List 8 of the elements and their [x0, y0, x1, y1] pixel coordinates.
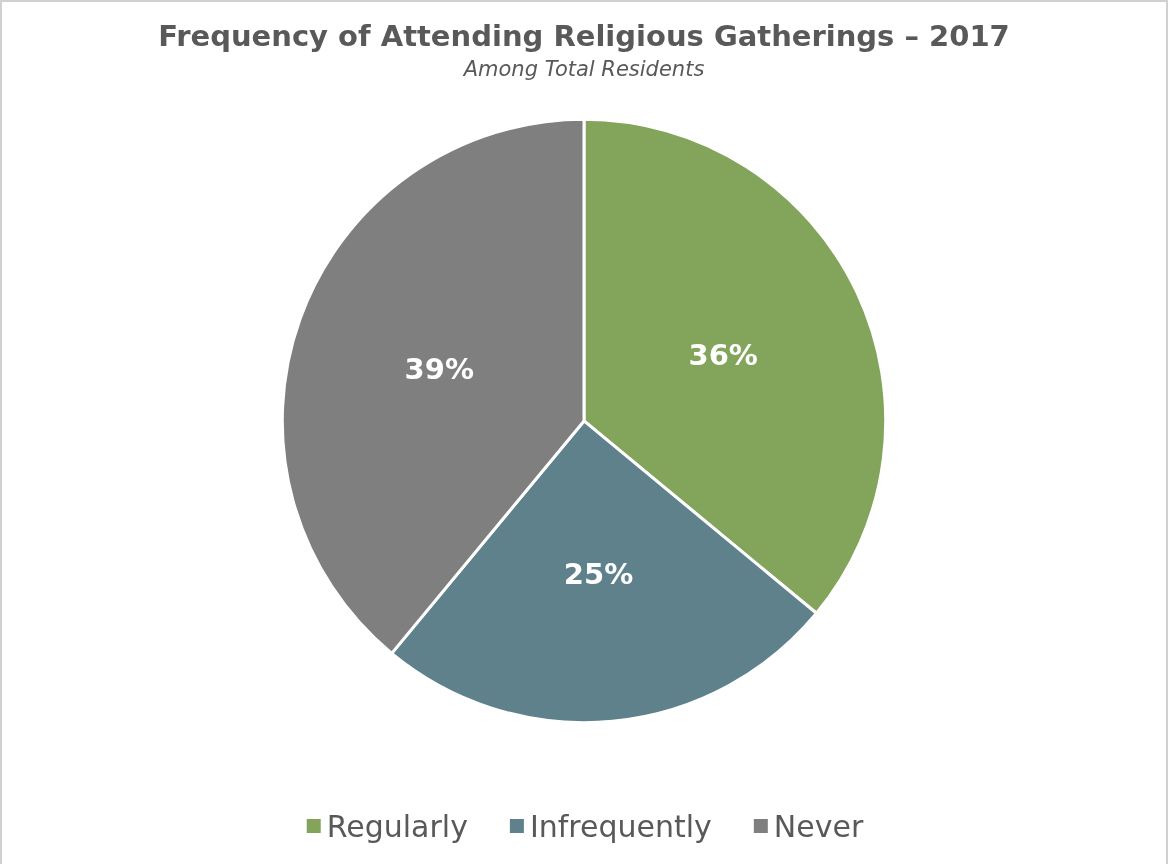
legend-label: Infrequently — [529, 808, 712, 844]
chart-subtitle: Among Total Residents — [461, 56, 705, 81]
data-label: 39% — [404, 351, 474, 386]
data-label: 36% — [688, 338, 758, 373]
legend-label: Never — [773, 808, 864, 844]
legend-label: Regularly — [326, 808, 468, 844]
chart-title: Frequency of Attending Religious Gatherings – 2017 — [158, 18, 1010, 53]
data-label: 25% — [563, 557, 634, 592]
